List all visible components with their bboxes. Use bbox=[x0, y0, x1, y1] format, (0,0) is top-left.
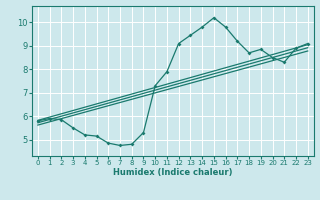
X-axis label: Humidex (Indice chaleur): Humidex (Indice chaleur) bbox=[113, 168, 233, 177]
